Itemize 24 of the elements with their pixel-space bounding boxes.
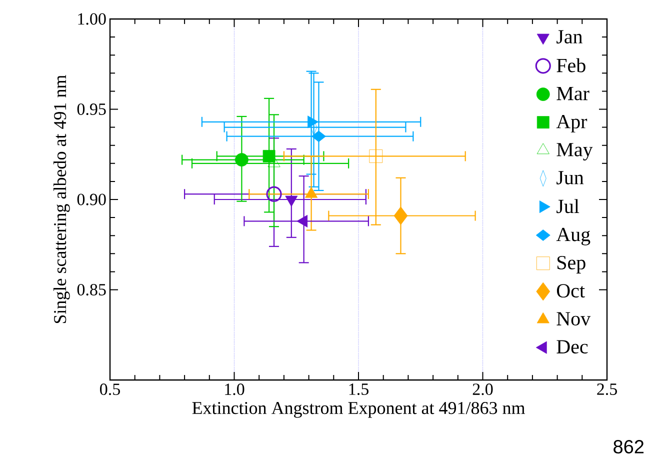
x-axis-title: Extinction Angstrom Exponent at 491/863 nm <box>192 402 525 418</box>
legend-label: May <box>556 143 593 160</box>
legend-label: Jan <box>556 30 582 44</box>
x-tick-label: 1.5 <box>349 384 368 395</box>
x-tick-label: 2.0 <box>472 384 493 396</box>
y-tick-label: 0.90 <box>77 194 106 206</box>
y-tick-label: 1.00 <box>78 13 106 25</box>
x-tick-label: 0.5 <box>100 384 120 396</box>
text: 862 <box>614 440 644 454</box>
legend-label: Dec <box>556 340 588 354</box>
y-axis-title: Single scattering albedo at 491 nm <box>53 75 70 324</box>
x-tick-label: 1.0 <box>225 384 244 396</box>
legend-label: Nov <box>556 312 591 326</box>
y-tick-label: 0.85 <box>77 284 106 296</box>
legend-label: Feb <box>556 58 586 72</box>
x-tick-label: 2.5 <box>597 384 617 396</box>
legend-label: Apr <box>556 114 588 132</box>
legend-label: Jul <box>556 199 580 214</box>
legend-label: Sep <box>557 256 586 274</box>
legend-label: Mar <box>556 86 590 100</box>
legend-label: Oct <box>556 284 585 298</box>
legend-label: Jun <box>556 171 584 184</box>
legend-label: Aug <box>556 228 590 246</box>
y-tick-label: 0.95 <box>77 103 106 116</box>
